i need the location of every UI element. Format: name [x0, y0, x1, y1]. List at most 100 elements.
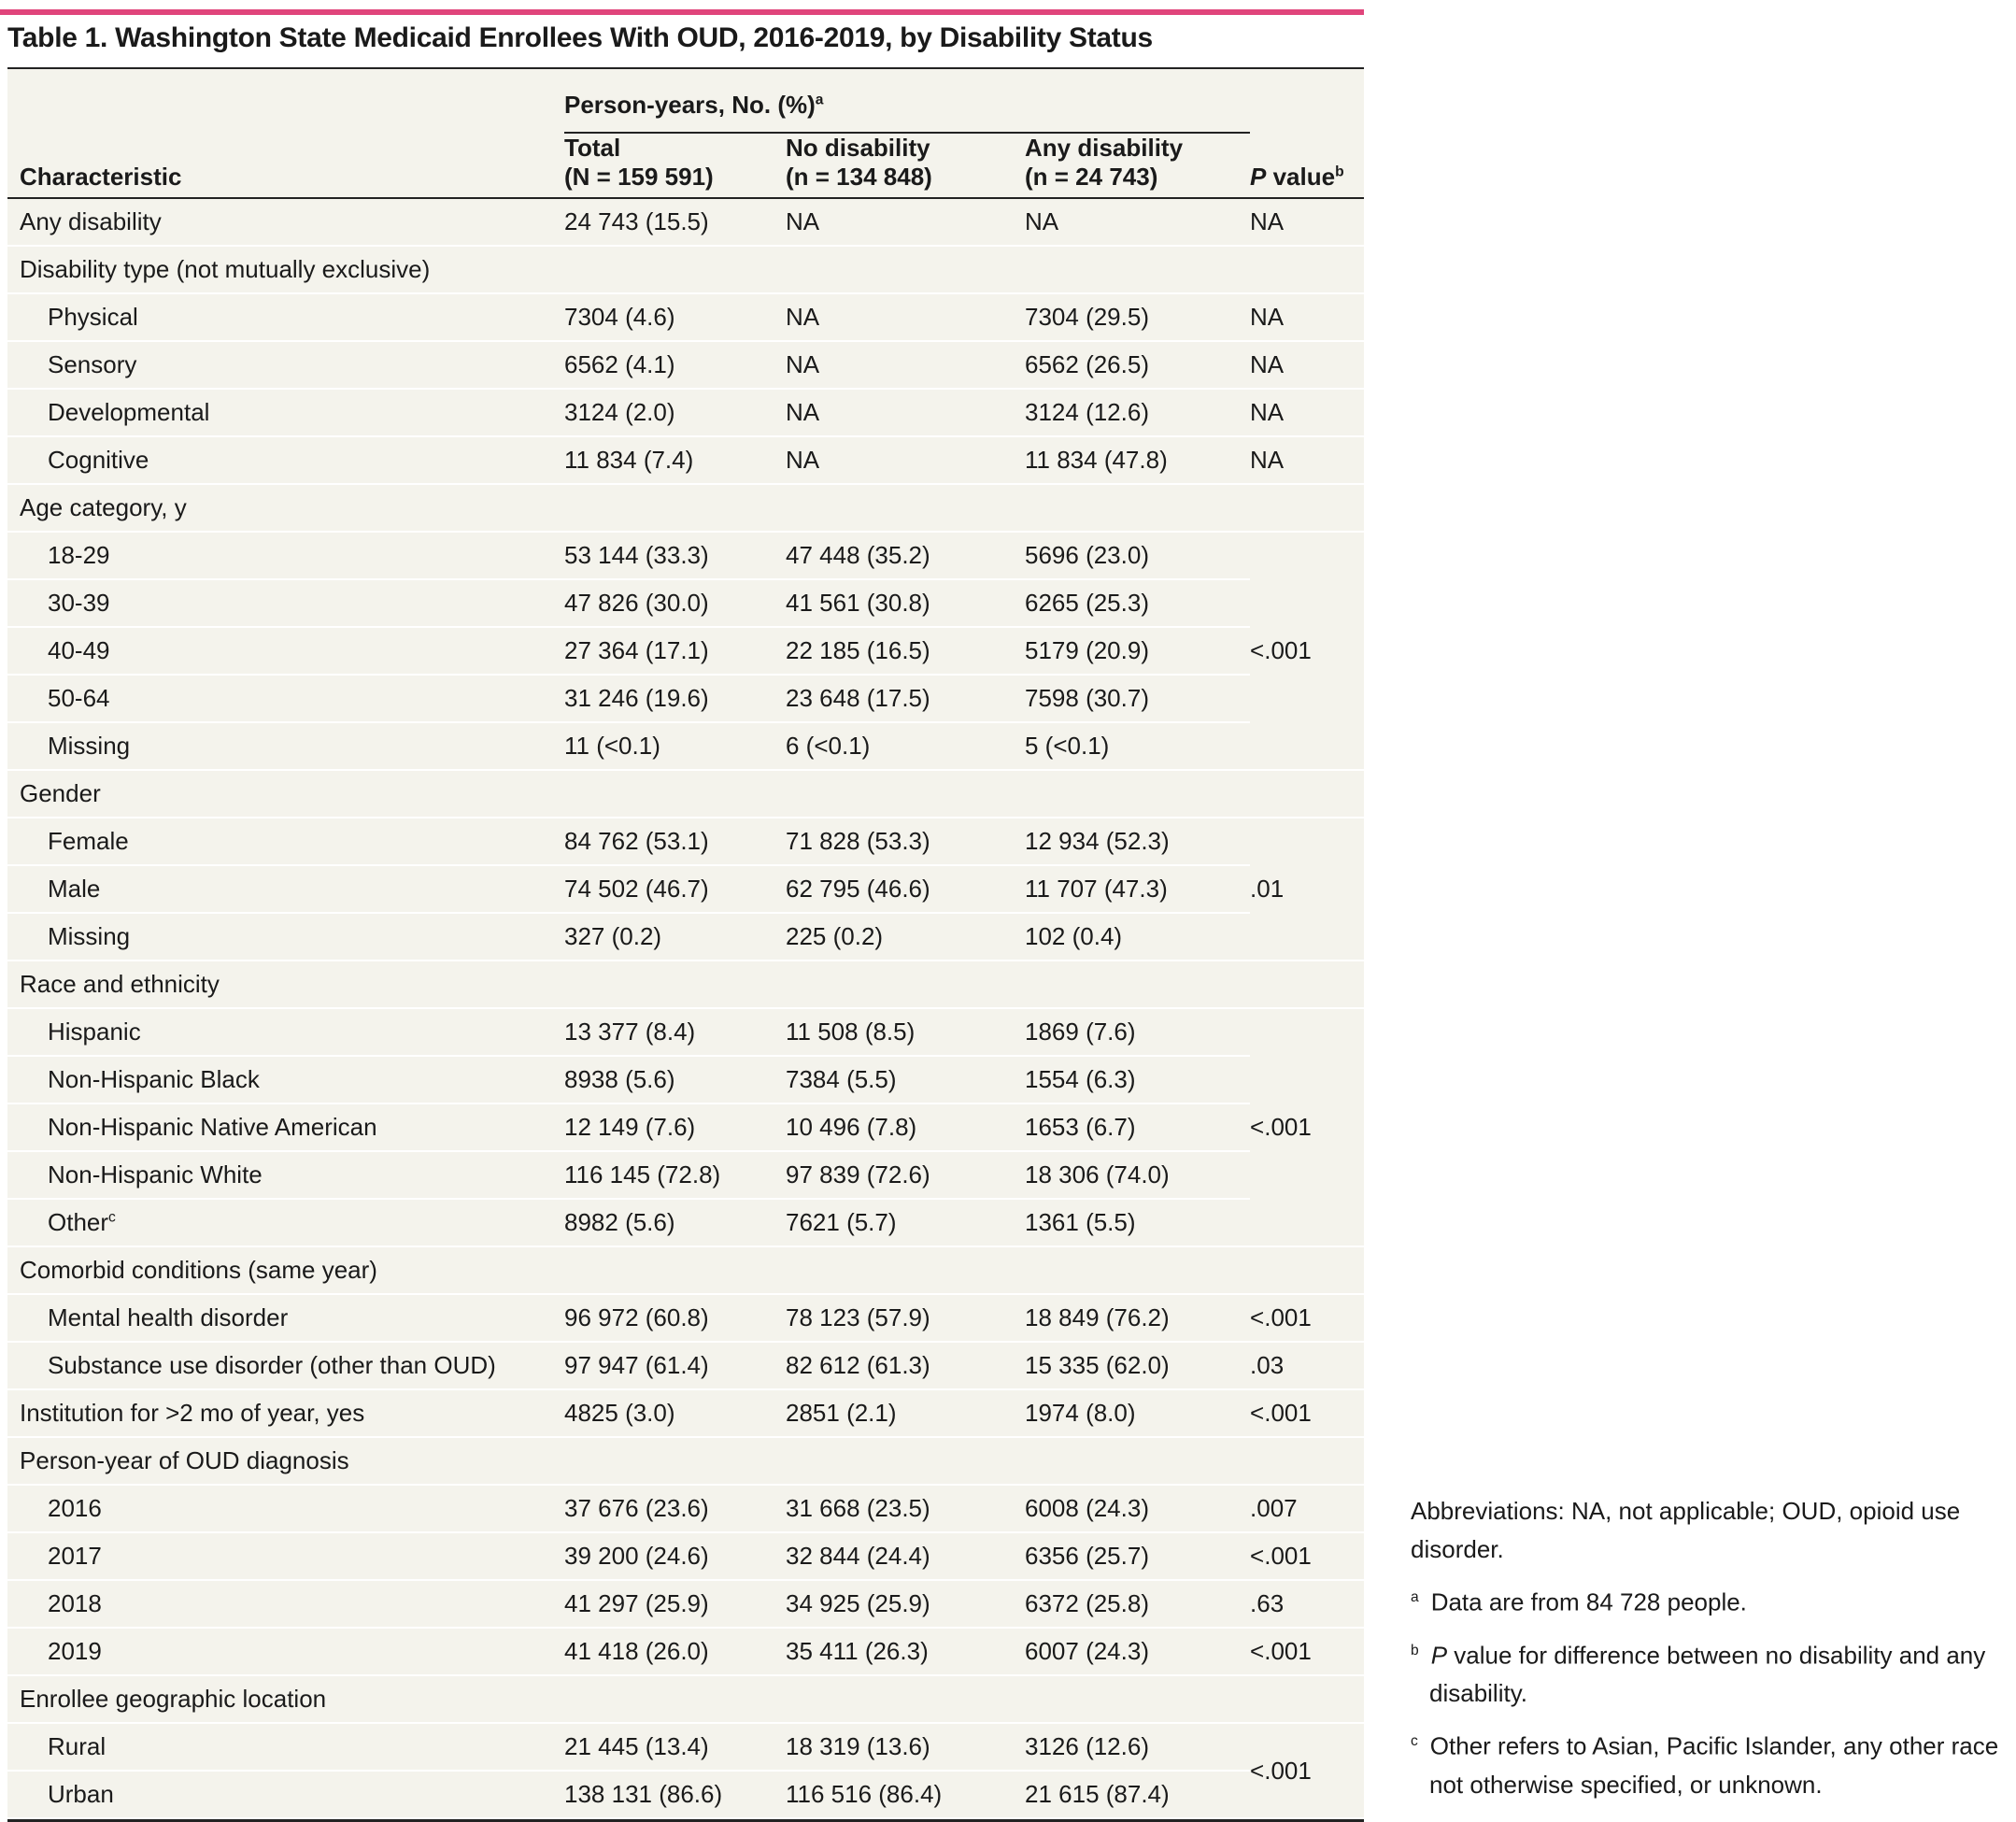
table-cell: 6008 (24.3) [1025, 1485, 1251, 1533]
data-table: Person-years, No. (%)a Characteristic Tota… [7, 69, 1365, 1819]
table-row: 2018 41 297 (25.9) 34 925 (25.9) 6372 (25.8… [7, 1580, 1365, 1629]
table-cell: 6007 (24.3) [1025, 1628, 1251, 1676]
column-n: (n = 134 848) [786, 163, 932, 191]
p-value: <.001 [1250, 1723, 1365, 1819]
group-header: Person-years, No. (%)a [564, 69, 1251, 134]
footnote-marker: c [108, 1209, 116, 1226]
table-cell: 2851 (2.1) [786, 1389, 1025, 1438]
table-row: Substance use disorder (other than OUD) 9… [7, 1342, 1365, 1390]
row-label: Otherc [7, 1199, 564, 1247]
empty-cell [564, 961, 1365, 1009]
table-cell: 116 516 (86.4) [786, 1771, 1025, 1819]
table-cell: 35 411 (26.3) [786, 1628, 1025, 1676]
column-name: Total [564, 134, 621, 162]
p-value: <.001 [1250, 1628, 1365, 1676]
table-row: Institution for >2 mo of year, yes 4825 (… [7, 1389, 1365, 1438]
label-text: Other [48, 1208, 109, 1236]
empty-cell [564, 1437, 1365, 1486]
table-cell: 23 648 (17.5) [786, 675, 1025, 723]
section-label: Person-year of OUD diagnosis [7, 1437, 564, 1486]
table-cell: 327 (0.2) [564, 913, 786, 961]
label-text: Non-Hispanic White [48, 1160, 263, 1189]
table-row: Missing 327 (0.2) 225 (0.2) 102 (0.4) [7, 913, 1364, 961]
table-cell: 102 (0.4) [1025, 913, 1251, 961]
label-text: Male [48, 875, 101, 903]
table-cell: 41 561 (30.8) [786, 579, 1025, 628]
label-text: Missing [48, 922, 131, 950]
table-row: Developmental 3124 (2.0) NA 3124 (12.6) NA [7, 389, 1365, 437]
table-row: Rural 21 445 (13.4) 18 319 (13.6) 3126 (12.… [7, 1723, 1365, 1819]
table-cell: 31 246 (19.6) [564, 675, 786, 723]
table-row: 50-64 31 246 (19.6) 23 648 (17.5) 7598 (30.… [7, 675, 1364, 723]
p-value: NA [1250, 389, 1365, 437]
section-label: Race and ethnicity [7, 961, 564, 1009]
table-cell: 18 306 (74.0) [1025, 1151, 1251, 1200]
footnote-text: Other refers to Asian, Pacific Islander,… [1429, 1731, 1999, 1799]
empty-cell [564, 1246, 1365, 1295]
footnote: c Other refers to Asian, Pacific Islande… [1411, 1722, 2009, 1804]
table-cell: 21 615 (87.4) [1025, 1771, 1251, 1819]
table-cell: 11 707 (47.3) [1025, 865, 1251, 914]
table-cell: 1869 (7.6) [1025, 1008, 1251, 1057]
table-cell: 97 839 (72.6) [786, 1151, 1025, 1200]
table-row: Any disability 24 743 (15.5) NA NA NA [7, 198, 1365, 247]
table-cell: 5179 (20.9) [1025, 627, 1251, 676]
p-value: NA [1250, 293, 1365, 342]
column-header: No disability (n = 134 848) [786, 133, 1025, 199]
table-cell: 7598 (30.7) [1025, 675, 1251, 723]
table-cell: 18 319 (13.6) [786, 1723, 1025, 1772]
table-cell: 97 947 (61.4) [564, 1342, 786, 1390]
table-cell: 47 826 (30.0) [564, 579, 786, 628]
table-cell: 7304 (29.5) [1025, 293, 1251, 342]
table-row: Mental health disorder 96 972 (60.8) 78 12… [7, 1294, 1365, 1343]
table-cell: 11 508 (8.5) [786, 1008, 1025, 1057]
table-cell: 3126 (12.6) [1025, 1723, 1251, 1772]
row-label: Missing [7, 722, 564, 771]
table-cell: 6562 (26.5) [1025, 341, 1251, 390]
table-cell: 1361 (5.5) [1025, 1199, 1251, 1247]
table-cell: 116 145 (72.8) [564, 1151, 786, 1200]
column-header: Total (N = 159 591) [564, 133, 786, 199]
label-text: Non-Hispanic Black [48, 1065, 260, 1093]
label-text: 18-29 [48, 541, 110, 569]
label-text: Urban [48, 1780, 114, 1808]
table-row: Female 84 762 (53.1) 71 828 (53.3) 12 934 (… [7, 818, 1365, 961]
footnote-marker: b [1335, 164, 1344, 180]
row-label: 2016 [7, 1485, 564, 1533]
footnote-marker: a [815, 92, 824, 108]
table-row: 18-29 53 144 (33.3) 47 448 (35.2) 5696 (23.… [7, 532, 1365, 771]
row-label: Female [7, 818, 564, 866]
table-row: 30-39 47 826 (30.0) 41 561 (30.8) 6265 (25.… [7, 579, 1364, 628]
table-cell: 18 849 (76.2) [1025, 1294, 1251, 1343]
empty-cell [564, 1675, 1365, 1724]
row-label: Non-Hispanic White [7, 1151, 564, 1200]
label-text: 30-39 [48, 589, 110, 617]
table-cell: 1653 (6.7) [1025, 1103, 1251, 1152]
column-header: Any disability (n = 24 743) [1025, 133, 1251, 199]
p-italic: P [1250, 163, 1267, 191]
table-row: Non-Hispanic White 116 145 (72.8) 97 839 (… [7, 1151, 1364, 1200]
section-row: Age category, y [7, 484, 1365, 533]
label-text: Institution for >2 mo of year, yes [20, 1399, 365, 1427]
table-cell: 37 676 (23.6) [564, 1485, 786, 1533]
row-label: Institution for >2 mo of year, yes [7, 1389, 564, 1438]
table-cell: 6356 (25.7) [1025, 1532, 1251, 1581]
p-value: NA [1250, 198, 1365, 247]
section-row: Gender [7, 770, 1365, 818]
header-cell [7, 69, 564, 133]
label-text: Female [48, 827, 129, 855]
p-value: NA [1250, 341, 1365, 390]
column-n: (N = 159 591) [564, 163, 714, 191]
section-row: Enrollee geographic location [7, 1675, 1365, 1724]
column-header: P valueb [1250, 133, 1365, 199]
p-value: .03 [1250, 1342, 1365, 1390]
table-cell: 11 834 (47.8) [1025, 436, 1251, 485]
table-cell: 5 (<0.1) [1025, 722, 1251, 771]
row-label: Hispanic [7, 1008, 564, 1057]
row-label: Rural [7, 1723, 564, 1772]
row-label: Cognitive [7, 436, 564, 485]
p-value: <.001 [1250, 1532, 1365, 1581]
label-text: Any disability [20, 207, 162, 235]
section-row: Comorbid conditions (same year) [7, 1246, 1365, 1295]
row-label: Missing [7, 913, 564, 961]
